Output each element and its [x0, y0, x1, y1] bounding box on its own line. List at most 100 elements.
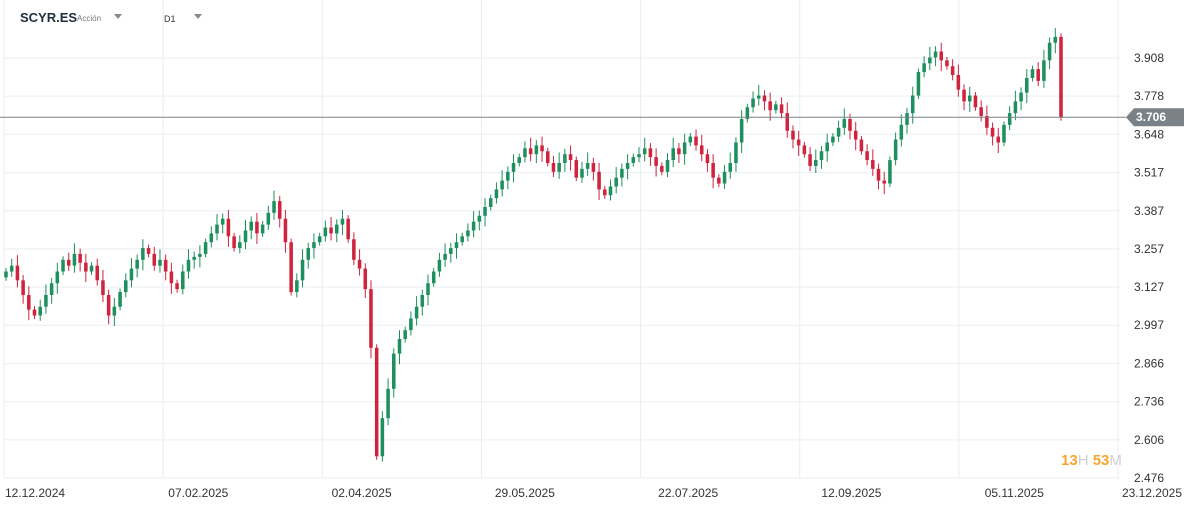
y-tick-label: 3.908 — [1134, 51, 1164, 65]
candle-body — [739, 119, 744, 143]
candle-body — [255, 221, 259, 234]
candle-body — [620, 168, 624, 178]
candle-body — [677, 148, 681, 155]
candle-body — [232, 236, 236, 249]
candle-body — [705, 154, 710, 163]
candle-body — [483, 206, 487, 216]
candle-body — [449, 248, 453, 254]
candle-body — [4, 271, 8, 278]
candle-body — [374, 347, 379, 457]
candle-body — [774, 104, 778, 111]
candle-body — [922, 63, 926, 73]
candle-body — [215, 224, 219, 234]
candle-body — [853, 130, 858, 140]
candle-body — [61, 259, 65, 272]
candle-body — [431, 271, 436, 284]
candle-body — [768, 101, 772, 111]
candle-body — [158, 259, 162, 266]
candle-body — [871, 160, 875, 169]
symbol-dropdown-chevron-icon[interactable] — [114, 14, 122, 19]
candle-body — [728, 163, 733, 172]
candle-body — [471, 221, 476, 231]
candle-body — [836, 127, 841, 137]
candle-body — [352, 239, 356, 260]
candle-body — [123, 280, 128, 293]
candle-body — [306, 248, 311, 260]
candle-body — [694, 136, 698, 146]
candle-body — [169, 271, 174, 284]
candle-body — [466, 230, 470, 237]
candle-body — [454, 242, 459, 249]
candle-body — [1019, 92, 1023, 102]
candle-body — [637, 154, 641, 158]
timeframe-label[interactable]: D1 — [164, 14, 176, 24]
candle-body — [796, 139, 801, 146]
candle-body — [181, 271, 185, 290]
timeframe-dropdown-chevron-icon[interactable] — [194, 14, 202, 19]
candle-body — [249, 221, 253, 231]
candle-body — [357, 259, 362, 269]
candle-body — [642, 148, 647, 155]
candle-body — [819, 151, 824, 161]
candle-body — [49, 283, 54, 295]
candle-body — [66, 259, 71, 266]
candle-body — [1013, 101, 1018, 114]
symbol-label[interactable]: SCYR.ES — [20, 10, 78, 25]
candle-body — [414, 306, 419, 319]
candle-body — [859, 139, 864, 152]
current-price-marker: 3.706 — [0, 108, 1184, 127]
grid-lines — [3, 0, 1120, 479]
candle-body — [300, 259, 305, 281]
candle-body — [175, 283, 179, 290]
candle-body — [1036, 69, 1040, 81]
candle-body — [654, 157, 658, 166]
countdown-minutes-unit: M — [1109, 452, 1122, 469]
x-tick-label: 07.02.2025 — [168, 486, 228, 500]
candle-body — [295, 280, 299, 293]
candle-body — [500, 180, 504, 190]
candle-body — [340, 218, 345, 225]
candle-body — [192, 256, 196, 260]
candle-body — [528, 148, 533, 155]
candle-body — [72, 253, 77, 266]
candle-body — [756, 95, 761, 99]
candle-body — [945, 60, 949, 67]
y-tick-label: 2.997 — [1134, 318, 1164, 332]
y-tick-label: 2.476 — [1134, 471, 1164, 485]
candle-body — [825, 142, 829, 152]
candle-body — [186, 259, 191, 272]
candle-body — [9, 265, 14, 272]
candle-body — [882, 180, 886, 184]
candle-body — [523, 148, 527, 158]
candle-body — [346, 218, 350, 240]
candle-body — [916, 72, 921, 96]
candle-body — [84, 262, 88, 272]
candle-body — [848, 119, 852, 131]
candle-body — [893, 139, 898, 161]
candle-body — [329, 227, 333, 234]
candle-body — [226, 218, 231, 237]
candle-body — [734, 142, 738, 163]
candle-body — [631, 157, 636, 163]
candle-body — [608, 186, 613, 196]
candle-body — [386, 388, 390, 419]
candle-body — [95, 265, 100, 281]
candle-body — [289, 242, 293, 293]
candle-body — [146, 248, 151, 254]
current-price-tag — [1126, 108, 1184, 127]
candle-body — [1030, 69, 1035, 78]
y-tick-label: 2.866 — [1134, 357, 1164, 371]
candle-body — [152, 253, 157, 266]
candle-body — [950, 66, 955, 76]
candle-body — [380, 418, 385, 457]
candle-body — [933, 51, 938, 58]
candle-body — [517, 157, 522, 163]
candle-body — [494, 189, 499, 199]
candle-body — [283, 218, 288, 243]
candle-body — [272, 201, 276, 213]
candle-body — [808, 154, 812, 166]
candle-body — [625, 163, 630, 169]
candle-body — [1059, 36, 1063, 118]
y-tick-label: 3.648 — [1134, 127, 1164, 141]
